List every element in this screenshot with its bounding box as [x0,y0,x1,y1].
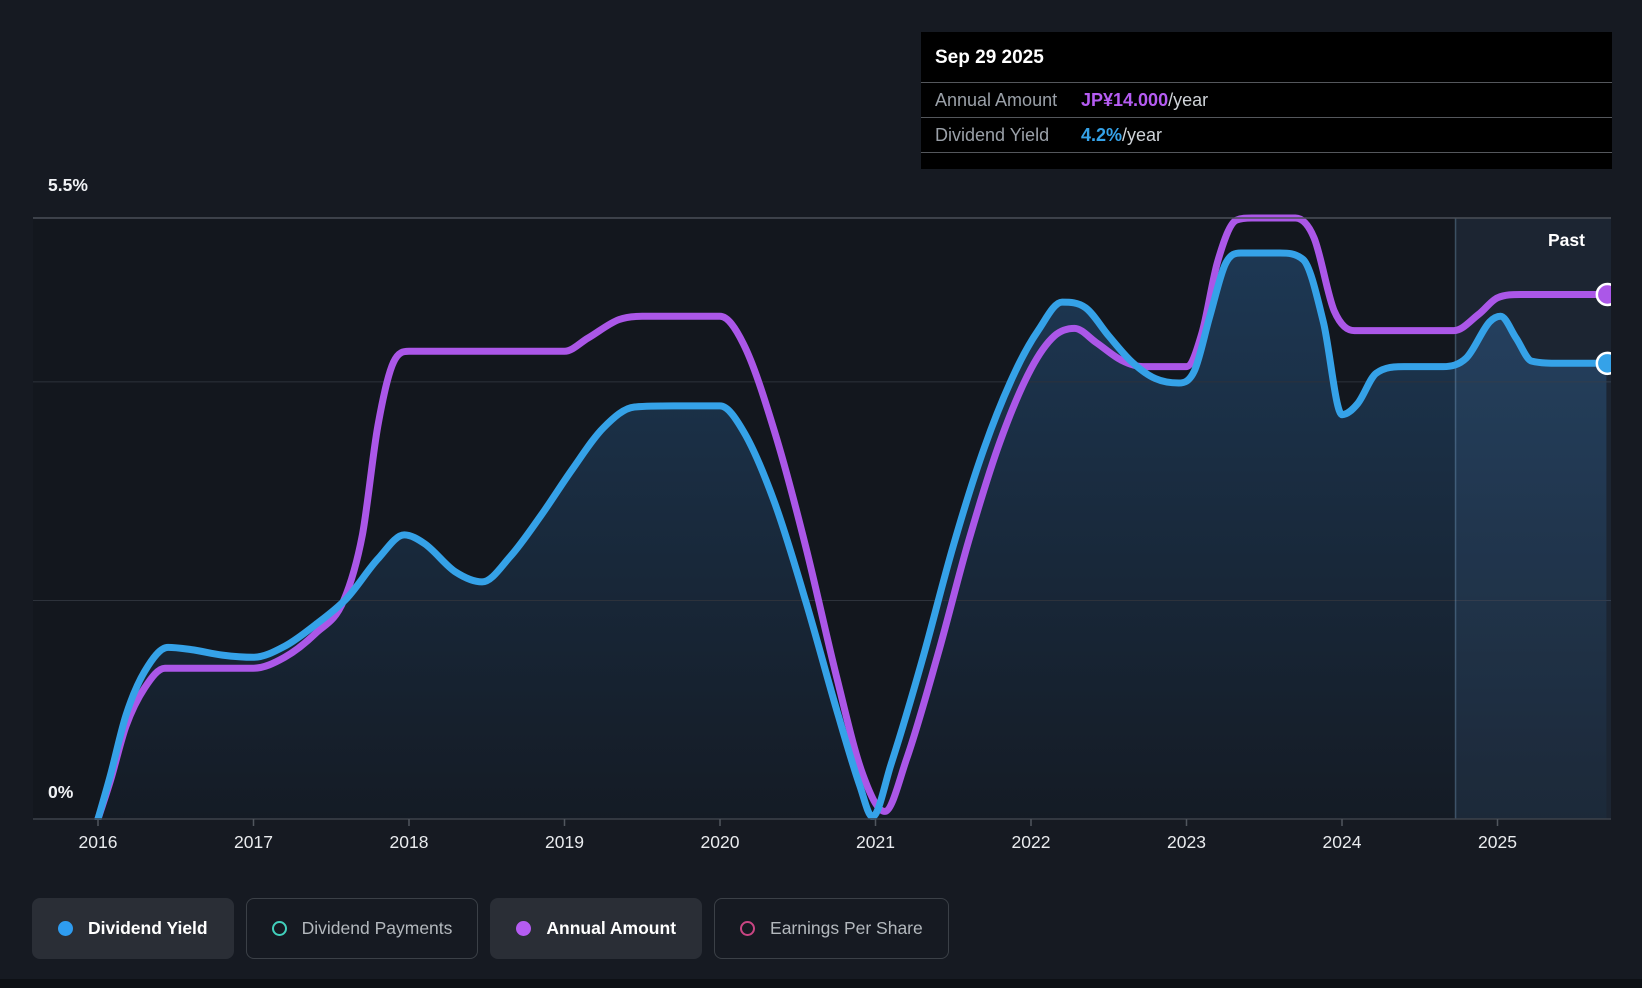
legend-label: Annual Amount [546,918,677,938]
x-axis-label-2022: 2022 [1011,832,1051,852]
y-axis-min-label: 0% [48,782,74,802]
tooltip-value: 4.2% [1081,124,1123,145]
chart-tooltip: Sep 29 2025 Annual Amount JP¥14.000 /yea… [921,32,1612,169]
tooltip-divider [921,152,1612,153]
earnings-per-share-ring-icon [740,921,756,936]
legend-toggle-earnings-per-share[interactable]: Earnings Per Share [714,898,949,959]
plot-area [33,214,1618,820]
tooltip-row-dividend-yield: Dividend Yield 4.2% /year [921,117,1612,152]
legend-label: Dividend Payments [301,918,453,938]
legend-toggle-dividend-yield[interactable]: Dividend Yield [32,898,234,959]
tooltip-date: Sep 29 2025 [935,47,1044,68]
x-axis-label-2016: 2016 [78,832,118,852]
annual-amount-current-marker[interactable] [1595,282,1618,307]
x-axis-label-2020: 2020 [700,832,740,852]
legend-toggle-dividend-payments[interactable]: Dividend Payments [245,898,479,959]
dividend-yield-line [94,249,1610,820]
tooltip-label: Annual Amount [935,89,1058,110]
tooltip-row-annual-amount: Annual Amount JP¥14.000 /year [921,82,1612,117]
tooltip-suffix: /year [1122,124,1163,145]
dividend-yield-dot-icon [58,921,73,936]
tooltip-value: JP¥14.000 [1081,89,1169,110]
x-axis-label-2025: 2025 [1478,832,1517,852]
past-region-label: Past [1548,230,1585,250]
legend-label: Dividend Yield [88,918,208,938]
tooltip-suffix: /year [1168,89,1209,110]
x-axis-label-2017: 2017 [234,832,273,852]
y-axis-max-label: 5.5% [48,175,88,195]
past-region-overlay [1455,218,1611,819]
window-bottom-edge [0,979,1642,988]
x-axis-label-2018: 2018 [389,832,429,852]
tooltip-label: Dividend Yield [935,124,1050,145]
legend-toggle-annual-amount[interactable]: Annual Amount [490,898,703,959]
x-axis-label-2024: 2024 [1322,832,1362,852]
chart-legend: Dividend Yield Dividend Payments Annual … [32,898,949,959]
dividend-yield-area-fill [98,253,1607,819]
dividend-payments-ring-icon [271,921,287,936]
legend-label: Earnings Per Share [770,918,923,938]
x-axis-label-2023: 2023 [1167,832,1206,852]
dividend-yield-current-marker[interactable] [1595,351,1618,376]
annual-amount-dot-icon [516,921,532,936]
x-axis-label-2019: 2019 [545,832,584,852]
x-axis-label-2021: 2021 [856,832,895,852]
